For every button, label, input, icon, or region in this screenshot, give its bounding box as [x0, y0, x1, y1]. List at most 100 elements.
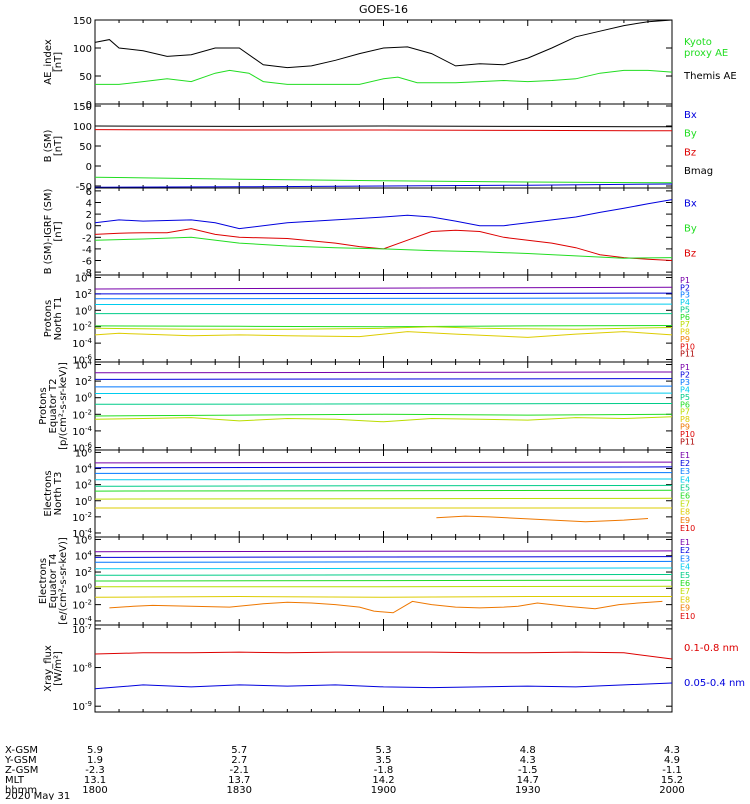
y-tick-label: 10-2 — [72, 321, 92, 334]
y-tick-label: 10-9 — [72, 700, 92, 713]
series-line-p5 — [95, 404, 672, 405]
ephemeris-value: 2000 — [659, 785, 684, 796]
series-line-e1 — [95, 462, 672, 463]
series-line-e4 — [95, 479, 672, 480]
series-line-e5 — [95, 485, 672, 486]
series-line-e6 — [95, 580, 672, 581]
y-tick-label: 50 — [79, 72, 92, 83]
y-tick-label: 102 — [75, 288, 92, 301]
y-tick-label: 102 — [75, 566, 92, 579]
series-line-p6 — [95, 326, 672, 327]
series-line-e4 — [95, 568, 672, 569]
y-tick-label: 104 — [75, 550, 93, 563]
y-tick-label: 10-8 — [72, 662, 92, 675]
y-axis-label: North T3 — [53, 472, 64, 516]
y-axis-label: [nT] — [53, 221, 64, 241]
series-line-p2 — [95, 293, 672, 294]
series-line-p1 — [95, 287, 672, 289]
plot-title: GOES-16 — [359, 3, 408, 16]
y-tick-label: 104 — [75, 358, 93, 371]
y-axis-label: [nT] — [53, 136, 64, 156]
series-line-p8 — [95, 332, 672, 338]
legend-entry: Bx — [684, 110, 697, 121]
y-tick-label: 10-7 — [72, 623, 92, 636]
legend-entry: Bmag — [684, 166, 713, 177]
series-line-e6 — [95, 490, 672, 491]
legend-entry: By — [684, 224, 697, 235]
panel-frame-2 — [95, 104, 672, 188]
series-line-e2 — [95, 467, 672, 468]
series-line-by — [95, 177, 672, 183]
y-tick-label: 100 — [75, 495, 92, 508]
legend-entry: 0.05-0.4 nm — [684, 678, 745, 689]
series-line-themis-ae — [95, 20, 672, 68]
series-line-e5 — [95, 575, 672, 576]
series-line-e3 — [95, 473, 672, 474]
date-label: 2020 May 31 — [5, 791, 70, 800]
ephemeris-value: 1900 — [371, 785, 396, 796]
y-tick-label: 4 — [86, 199, 92, 210]
series-line-e9 — [109, 601, 662, 612]
series-line-p1 — [95, 372, 672, 373]
legend-entry: 0.1-0.8 nm — [684, 643, 739, 654]
y-tick-label: 100 — [75, 582, 92, 595]
legend-entry: E10 — [680, 612, 695, 621]
y-axis-label: [nT] — [53, 52, 64, 72]
y-axis-label: [p/(cm²-s-sr-keV)] — [58, 362, 69, 450]
legend-entry: Themis AE — [683, 71, 737, 82]
y-tick-label: 106 — [75, 446, 93, 459]
y-tick-label: 100 — [73, 44, 92, 55]
series-line-by — [95, 237, 672, 258]
y-tick-label: 10-2 — [72, 511, 92, 524]
legend-entry: P11 — [680, 350, 695, 359]
legend-entry: Bz — [684, 147, 696, 158]
series-line-bmag — [95, 126, 672, 127]
legend-entry: Kyoto — [684, 37, 712, 48]
legend-entry: Bz — [684, 248, 696, 259]
series-line-p7 — [95, 417, 672, 422]
y-tick-label: 100 — [73, 122, 92, 133]
y-tick-label: -2 — [82, 233, 92, 244]
y-tick-label: 150 — [73, 16, 92, 27]
y-tick-label: -6 — [82, 257, 92, 268]
ephemeris-value: 1830 — [227, 785, 252, 796]
y-tick-label: 102 — [75, 375, 92, 388]
series-line-p2 — [95, 379, 672, 380]
y-tick-label: 10-4 — [72, 337, 92, 350]
series-line-e9 — [436, 516, 648, 522]
series-line-bx — [95, 200, 672, 229]
y-axis-label: [e/(cm²-s-sr-keV)] — [58, 537, 69, 625]
series-line-e7 — [95, 498, 672, 499]
series-line-e8 — [95, 597, 672, 598]
series-line-e3 — [95, 561, 672, 562]
ephemeris-value: 1930 — [515, 785, 540, 796]
legend-entry: P11 — [680, 438, 695, 447]
series-line-p6 — [95, 414, 672, 416]
legend-entry: Bx — [684, 199, 697, 210]
series-line-bz — [95, 130, 672, 131]
y-tick-label: 0 — [86, 162, 92, 173]
y-tick-label: 50 — [79, 142, 92, 153]
y-tick-label: 2 — [86, 210, 92, 221]
y-tick-label: 150 — [73, 102, 92, 113]
y-tick-label: -4 — [82, 245, 92, 256]
y-axis-label: [W/m²] — [53, 651, 64, 686]
legend-entry: By — [684, 129, 697, 140]
y-tick-label: 0 — [86, 222, 92, 233]
series-line-p3 — [95, 298, 672, 299]
y-tick-label: 10-2 — [72, 408, 92, 421]
legend-entry: proxy AE — [684, 48, 728, 59]
y-tick-label: 6 — [86, 187, 92, 198]
series-line-p3 — [95, 386, 672, 387]
y-tick-label: 100 — [75, 304, 92, 317]
y-tick-label: 102 — [75, 479, 92, 492]
series-line-0-1-0-8-nm — [95, 652, 672, 659]
series-line-e1 — [95, 551, 672, 552]
panel-frame-1 — [95, 20, 672, 104]
y-tick-label: 10-2 — [72, 599, 92, 612]
series-line-e2 — [95, 557, 672, 558]
series-line-0-05-0-4-nm — [95, 683, 672, 689]
y-tick-label: 104 — [75, 463, 93, 476]
